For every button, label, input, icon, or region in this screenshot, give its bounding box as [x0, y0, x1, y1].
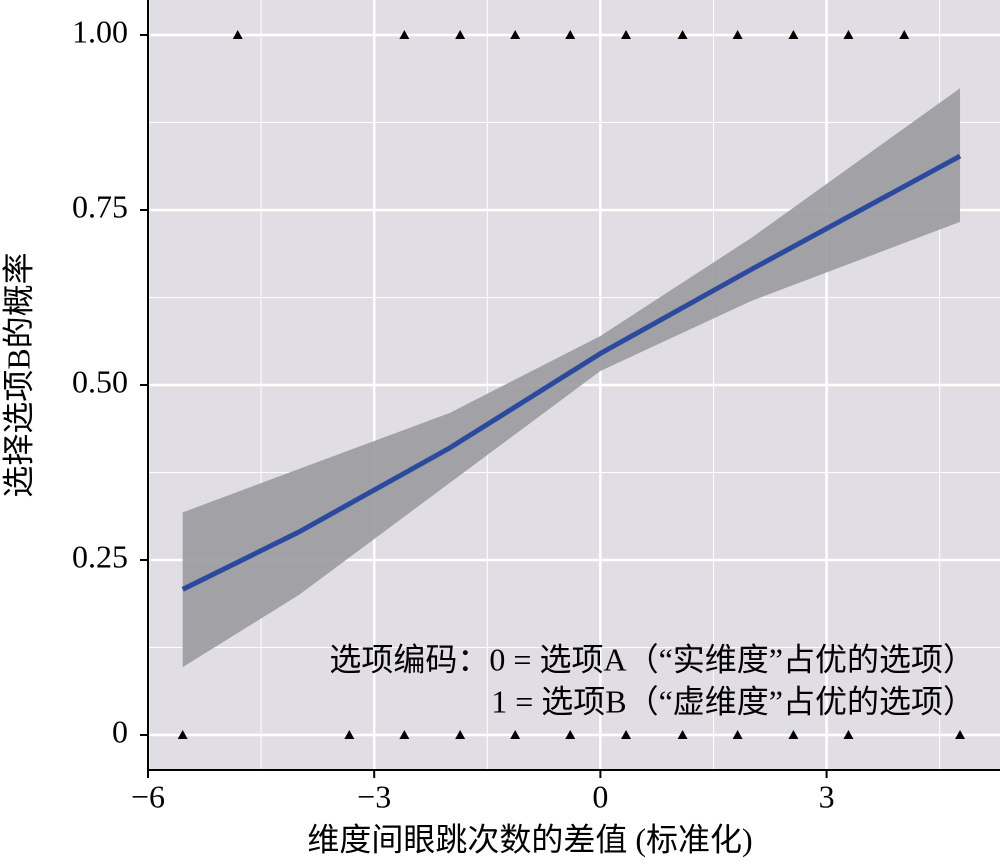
y-tick-label: 0.50 [72, 363, 128, 399]
data-point [788, 30, 799, 39]
annotation: 选项编码：0 = 选项A（“实维度”占优的选项） [329, 641, 975, 677]
data-point [677, 730, 688, 739]
data-point [455, 30, 466, 39]
data-point [399, 730, 410, 739]
data-point [621, 730, 632, 739]
data-point [177, 730, 188, 739]
data-point [843, 730, 854, 739]
data-point [732, 30, 743, 39]
data-point [732, 730, 743, 739]
x-tick-label: 0 [592, 778, 608, 814]
confidence-band [182, 88, 961, 668]
x-tick-label: −3 [357, 778, 391, 814]
data-point [510, 730, 521, 739]
y-tick-label: 0 [112, 713, 128, 749]
data-point [232, 30, 243, 39]
data-point [344, 730, 355, 739]
data-point [510, 30, 521, 39]
x-tick-label: −6 [131, 778, 165, 814]
data-point [455, 730, 466, 739]
data-point [677, 30, 688, 39]
x-tick-label: 3 [819, 778, 835, 814]
data-point [565, 730, 576, 739]
y-axis-label: 选择选项B的概率 [0, 252, 36, 497]
data-point [843, 30, 854, 39]
data-point [955, 730, 966, 739]
x-axis-label: 维度间眼跳次数的差值 (标准化) [307, 821, 752, 857]
y-tick-label: 0.25 [72, 538, 128, 574]
fit-line [181, 153, 962, 592]
data-point [399, 30, 410, 39]
data-point [621, 30, 632, 39]
data-point [565, 30, 576, 39]
annotation: 1 = 选项B（“虚维度”占优的选项） [491, 683, 975, 719]
y-tick-label: 1.00 [72, 13, 128, 49]
data-point [899, 30, 910, 39]
y-tick-label: 0.75 [72, 188, 128, 224]
data-point [788, 730, 799, 739]
